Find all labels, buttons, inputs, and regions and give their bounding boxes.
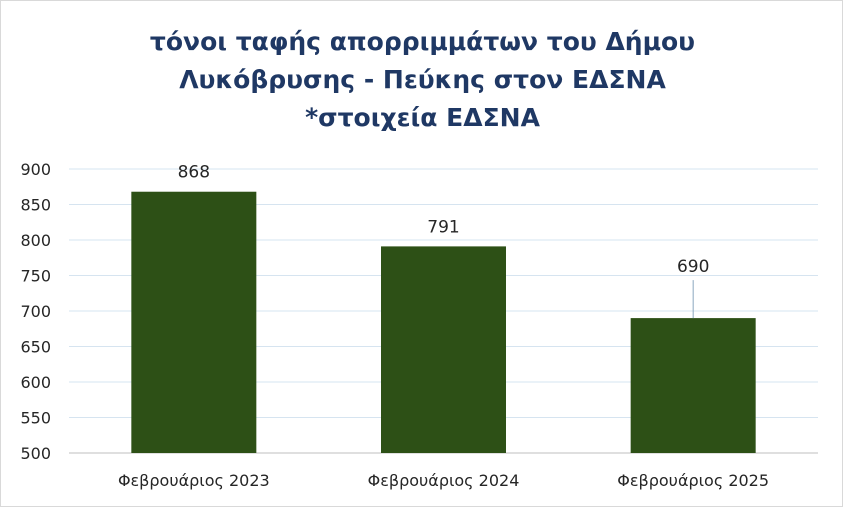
data-label: 690 — [677, 257, 709, 277]
bars — [131, 191, 756, 453]
data-label: 868 — [178, 163, 210, 183]
x-axis-ticks: Φεβρουάριος 2023 Φεβρουάριος 2024 Φεβρουάρ… — [118, 471, 769, 490]
x-tick-label: Φεβρουάριος 2023 — [118, 471, 270, 490]
bar-2 — [381, 246, 506, 453]
data-label: 791 — [427, 217, 459, 237]
data-labels: 868 791 690 — [178, 163, 709, 319]
y-tick-label: 650 — [20, 338, 51, 357]
chart-title-line-2: Λυκόβρυσης - Πεύκης στον ΕΔΣΝΑ — [179, 65, 666, 94]
y-tick-label: 550 — [20, 409, 51, 428]
x-tick-label: Φεβρουάριος 2025 — [617, 471, 769, 490]
y-tick-label: 500 — [20, 444, 51, 463]
y-tick-label: 600 — [20, 373, 51, 392]
bar-1 — [131, 191, 257, 453]
y-tick-label: 800 — [20, 231, 51, 250]
y-tick-label: 700 — [20, 302, 51, 321]
chart-title-line-1: τόνοι ταφής απορριμμάτων του Δήμου — [149, 27, 696, 56]
bar-3 — [630, 318, 756, 453]
y-tick-label: 900 — [20, 160, 51, 179]
y-axis-ticks: 500 550 600 650 700 750 800 850 900 — [20, 160, 51, 463]
chart-title: τόνοι ταφής απορριμμάτων του Δήμου Λυκόβ… — [1, 23, 843, 137]
x-tick-label: Φεβρουάριος 2024 — [368, 471, 520, 490]
chart-title-line-3: *στοιχεία ΕΔΣΝΑ — [305, 103, 540, 132]
y-tick-label: 850 — [20, 196, 51, 215]
y-tick-label: 750 — [20, 267, 51, 286]
